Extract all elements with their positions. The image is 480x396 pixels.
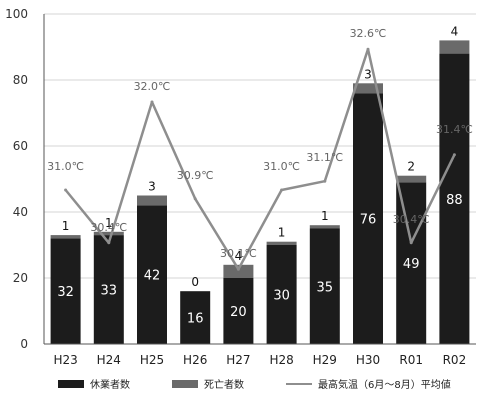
- temperature-point-H24: [107, 241, 111, 245]
- bar-R01-shibou: [396, 175, 427, 183]
- bar-H25-kyugyo: [137, 205, 167, 344]
- bar-R01-kyugyo: [396, 182, 427, 344]
- temperature-point-H30: [366, 47, 370, 51]
- temperature-line: [64, 47, 456, 271]
- temperature-label-H28: 31.0℃: [263, 160, 300, 173]
- bar-H26-kyugyo: [180, 291, 211, 344]
- label-R01-kyugyo: 49: [403, 257, 420, 272]
- label-H23-shibou: 1: [62, 219, 70, 233]
- temperature-point-H28: [280, 188, 284, 192]
- x-tick-label: R02: [443, 353, 467, 367]
- label-H29-kyugyo: 35: [317, 280, 334, 295]
- y-tick-label: 60: [13, 139, 28, 153]
- x-tick-label: H25: [140, 353, 164, 367]
- label-R01-shibou: 2: [407, 160, 415, 174]
- temperature-point-H29: [323, 179, 327, 183]
- legend-swatch-shibou: [172, 380, 198, 388]
- label-H26-kyugyo: 16: [187, 312, 204, 327]
- x-tick-label: H30: [356, 353, 380, 367]
- temperature-point-H25: [150, 100, 154, 104]
- temperature-point-R01: [409, 241, 413, 245]
- bar-R02-shibou: [439, 40, 470, 54]
- bar-H28-shibou: [266, 241, 297, 245]
- temperature-label-H26: 30.9℃: [177, 169, 214, 182]
- label-H30-shibou: 3: [364, 67, 372, 81]
- x-tick-label: H26: [183, 353, 207, 367]
- y-tick-label: 80: [13, 73, 28, 87]
- label-H26-shibou: 0: [191, 275, 199, 289]
- legend-label-shibou: 死亡者数: [204, 378, 244, 391]
- legend-label-temperature: 最高気温（6月〜8月）平均値: [318, 378, 451, 391]
- temperature-label-H30: 32.6℃: [350, 27, 387, 40]
- y-tick-label: 0: [20, 337, 28, 351]
- temperature-label-H24: 30.4℃: [90, 221, 127, 234]
- label-H28-shibou: 1: [278, 226, 286, 240]
- legend-swatch-kyugyo: [58, 380, 84, 388]
- bar-H24-shibou: [93, 231, 124, 236]
- temperature-label-R01: 30.4℃: [393, 213, 430, 226]
- bar-H27-kyugyo: [223, 278, 254, 344]
- label-H27-shibou: 4: [235, 249, 243, 263]
- label-H24-kyugyo: 33: [101, 284, 118, 299]
- label-R02-shibou: 4: [451, 24, 459, 38]
- x-tick-label: R01: [399, 353, 423, 367]
- y-tick-label: 100: [5, 7, 28, 21]
- x-tick-label: H27: [226, 353, 250, 367]
- y-tick-label: 40: [13, 205, 28, 219]
- label-H28-kyugyo: 30: [273, 289, 290, 304]
- x-tick-label: H23: [53, 353, 77, 367]
- bar-H29-kyugyo: [309, 228, 340, 344]
- label-R02-kyugyo: 88: [446, 193, 463, 208]
- bar-H27-shibou: [223, 264, 254, 278]
- label-H29-shibou: 1: [321, 209, 329, 223]
- label-H25-kyugyo: 42: [144, 269, 161, 284]
- legend-label-kyugyo: 休業者数: [90, 378, 130, 391]
- x-tick-label: H28: [269, 353, 293, 367]
- bar-H23-kyugyo: [50, 238, 81, 344]
- x-tick-label: H24: [97, 353, 121, 367]
- y-tick-label: 20: [13, 271, 28, 285]
- temperature-point-H23: [64, 188, 68, 192]
- bar-H25-shibou: [137, 195, 167, 206]
- label-H24-shibou: 1: [105, 216, 113, 230]
- bar-H24-kyugyo: [93, 235, 124, 344]
- temperature-point-R02: [452, 153, 456, 157]
- bar-H30-shibou: [353, 83, 383, 94]
- temperature-label-H27: 30.1℃: [220, 247, 257, 260]
- bar-H23-shibou: [50, 235, 81, 239]
- bar-R02-kyugyo: [439, 53, 470, 344]
- x-tick-label: H29: [313, 353, 337, 367]
- temperature-point-H26: [193, 197, 197, 201]
- label-H25-shibou: 3: [148, 180, 156, 194]
- bar-H30-kyugyo: [353, 93, 383, 344]
- temperature-label-H23: 31.0℃: [47, 160, 84, 173]
- temperature-label-H29: 31.1℃: [306, 151, 343, 164]
- temperature-point-H27: [236, 267, 240, 271]
- temperature-label-R02: 31.4℃: [436, 123, 473, 136]
- bar-H28-kyugyo: [266, 245, 297, 344]
- label-H30-kyugyo: 76: [360, 213, 377, 228]
- label-H27-kyugyo: 20: [230, 305, 247, 320]
- temperature-label-H25: 32.0℃: [134, 80, 171, 93]
- label-H23-kyugyo: 32: [57, 285, 74, 300]
- bar-H29-shibou: [309, 225, 340, 229]
